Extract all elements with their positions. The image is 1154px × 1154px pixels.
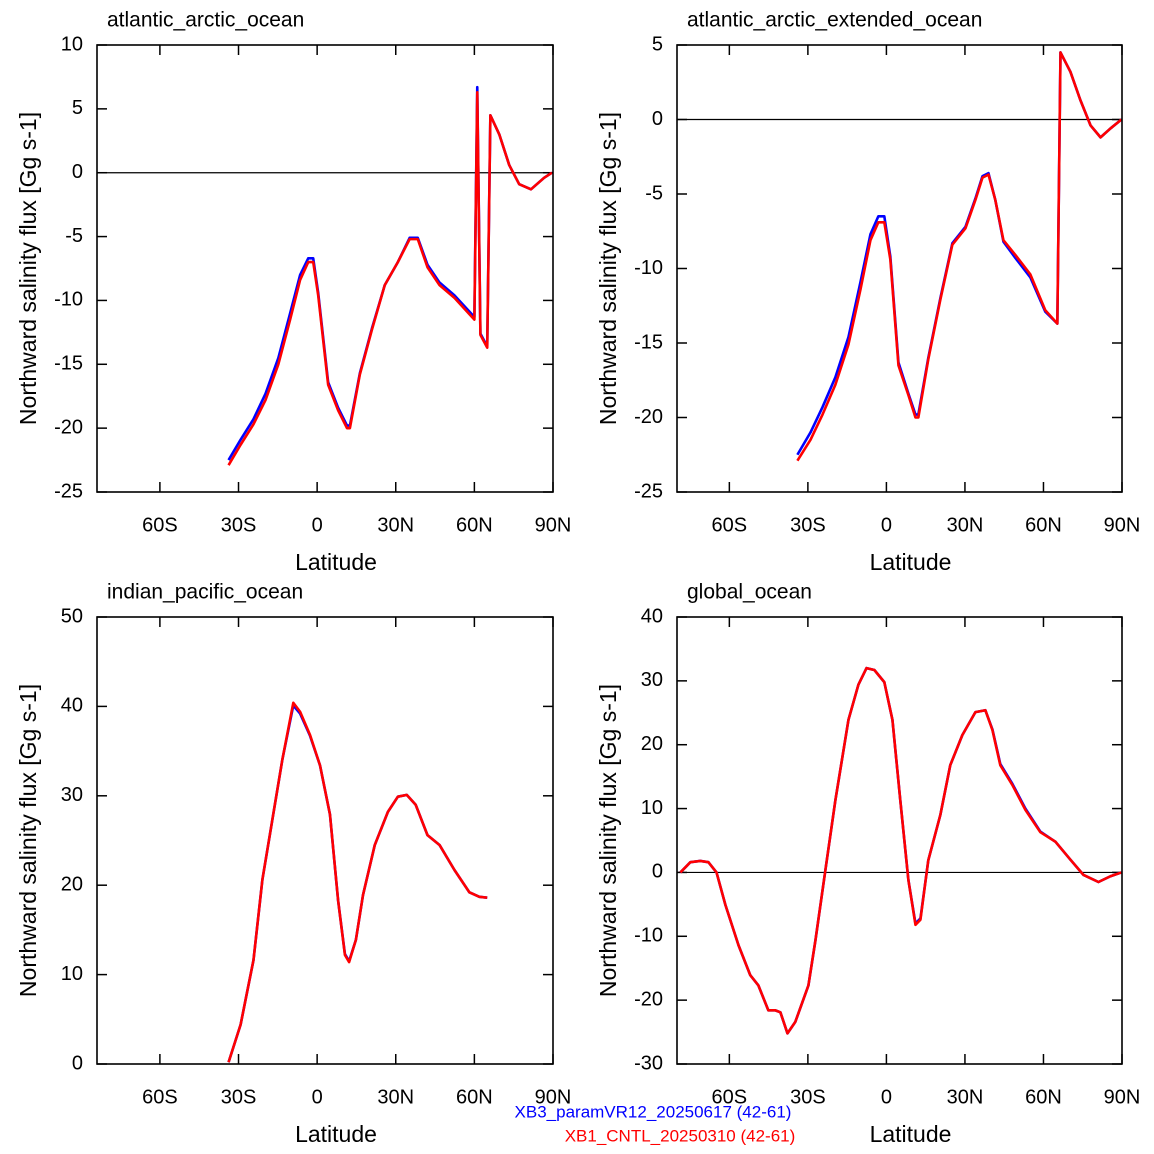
plot-frame xyxy=(96,616,554,1065)
y-tick-label: 0 xyxy=(652,861,663,883)
y-tick-label: 30 xyxy=(61,784,83,806)
y-tick-label: 40 xyxy=(641,605,663,627)
legend-entry: XB1_CNTL_20250310 (42-61) xyxy=(565,1126,796,1145)
y-tick-label: 10 xyxy=(641,797,663,819)
y-axis-title: Northward salinity flux [Gg s-1] xyxy=(15,684,41,997)
panel-title: atlantic_arctic_ocean xyxy=(107,9,304,32)
x-tick-label: 90N xyxy=(535,514,572,536)
plot-frame xyxy=(676,616,1123,1065)
legend-entry: XB3_paramVR12_20250617 (42-61) xyxy=(515,1102,792,1121)
y-tick-label: 0 xyxy=(72,1052,83,1074)
y-tick-label: -10 xyxy=(54,289,83,311)
y-tick-label: -30 xyxy=(634,1052,663,1074)
data-line xyxy=(227,90,553,466)
x-tick-label: 60N xyxy=(1025,514,1062,536)
plot-frame xyxy=(96,44,554,493)
panel-title: indian_pacific_ocean xyxy=(107,581,303,604)
x-tick-label: 90N xyxy=(1104,514,1141,536)
y-tick-label: -5 xyxy=(645,182,663,204)
panel-title: atlantic_arctic_extended_ocean xyxy=(687,9,982,32)
y-tick-label: -25 xyxy=(54,480,83,502)
x-axis-title: Latitude xyxy=(870,1121,952,1147)
x-axis-title: Latitude xyxy=(295,549,377,575)
data-line xyxy=(227,701,488,1063)
x-tick-label: 30N xyxy=(947,1086,984,1108)
y-tick-label: -20 xyxy=(634,988,663,1010)
x-tick-label: 90N xyxy=(1104,1086,1141,1108)
data-line xyxy=(227,704,488,1063)
y-tick-label: 5 xyxy=(72,97,83,119)
x-tick-label: 60S xyxy=(142,514,178,536)
data-line xyxy=(796,51,1123,462)
y-tick-label: -5 xyxy=(65,225,83,247)
y-tick-label: -10 xyxy=(634,257,663,279)
y-tick-label: 5 xyxy=(652,33,663,55)
data-line xyxy=(679,666,1122,1035)
x-tick-label: 0 xyxy=(881,514,892,536)
y-tick-label: -10 xyxy=(634,925,663,947)
y-tick-label: 50 xyxy=(61,605,83,627)
y-tick-label: 0 xyxy=(72,161,83,183)
y-tick-label: 30 xyxy=(641,669,663,691)
x-tick-label: 30N xyxy=(377,514,414,536)
y-tick-label: 0 xyxy=(652,108,663,130)
y-tick-label: 20 xyxy=(61,873,83,895)
plot-frame xyxy=(676,44,1123,493)
x-tick-label: 30S xyxy=(221,514,257,536)
x-tick-label: 0 xyxy=(312,514,323,536)
panel-title: global_ocean xyxy=(687,581,812,604)
x-tick-label: 60N xyxy=(456,1086,493,1108)
x-tick-label: 60N xyxy=(456,514,493,536)
x-axis-title: Latitude xyxy=(295,1121,377,1147)
y-tick-label: -25 xyxy=(634,480,663,502)
x-tick-label: 30S xyxy=(790,1086,826,1108)
x-tick-label: 60S xyxy=(712,514,748,536)
x-axis-title: Latitude xyxy=(870,549,952,575)
x-tick-label: 0 xyxy=(312,1086,323,1108)
x-tick-label: 60S xyxy=(712,1086,748,1108)
y-tick-label: -15 xyxy=(54,353,83,375)
x-tick-label: 60N xyxy=(1025,1086,1062,1108)
y-axis-title: Northward salinity flux [Gg s-1] xyxy=(595,684,621,997)
y-tick-label: -20 xyxy=(634,406,663,428)
y-tick-label: -20 xyxy=(54,416,83,438)
data-line xyxy=(796,51,1123,456)
y-axis-title: Northward salinity flux [Gg s-1] xyxy=(15,112,41,425)
y-tick-label: 10 xyxy=(61,33,83,55)
x-tick-label: 0 xyxy=(881,1086,892,1108)
y-axis-title: Northward salinity flux [Gg s-1] xyxy=(595,112,621,425)
x-tick-label: 90N xyxy=(535,1086,572,1108)
y-tick-label: 40 xyxy=(61,695,83,717)
x-tick-label: 60S xyxy=(142,1086,178,1108)
x-tick-label: 30S xyxy=(790,514,826,536)
x-tick-label: 30N xyxy=(377,1086,414,1108)
x-tick-label: 30N xyxy=(947,514,984,536)
y-tick-label: 10 xyxy=(61,963,83,985)
y-tick-label: 20 xyxy=(641,733,663,755)
data-line xyxy=(679,666,1122,1035)
y-tick-label: -15 xyxy=(634,331,663,353)
x-tick-label: 30S xyxy=(221,1086,257,1108)
